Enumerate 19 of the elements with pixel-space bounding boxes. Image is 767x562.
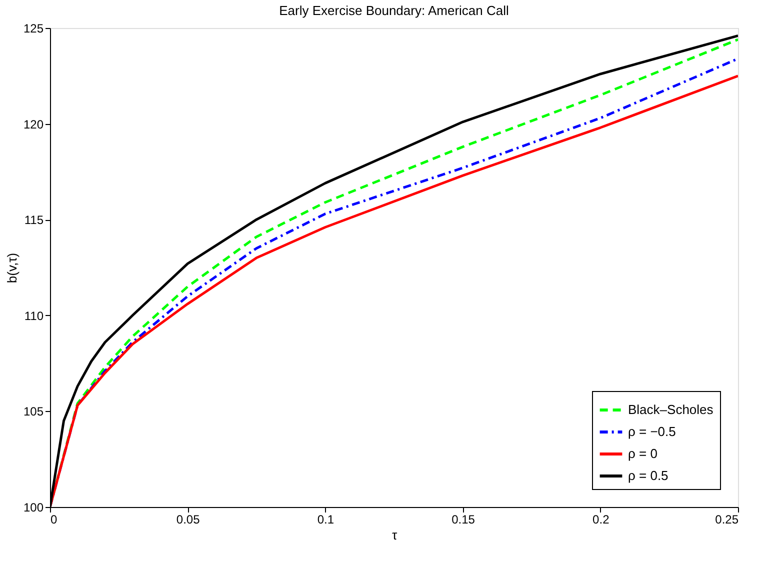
- y-tick-label: 110: [24, 308, 44, 323]
- legend-label: ρ = 0: [628, 446, 658, 461]
- x-tick-label: 0.25: [715, 512, 739, 526]
- y-tick-label: 125: [23, 22, 44, 36]
- y-tick-label: 105: [23, 404, 44, 419]
- x-tick-label: 0.15: [452, 512, 476, 526]
- x-tick-label: 0: [50, 512, 58, 526]
- x-tick-label: 0.05: [176, 512, 200, 526]
- y-tick-label: 120: [23, 117, 44, 132]
- y-axis-title: b(v,τ): [4, 252, 20, 284]
- y-tick-label: 115: [24, 213, 44, 228]
- x-tick-label: 0.1: [317, 512, 334, 526]
- legend-label: Black–Scholes: [628, 402, 714, 417]
- chart-title: Early Exercise Boundary: American Call: [279, 3, 509, 18]
- legend-label: ρ = −0.5: [628, 424, 676, 439]
- legend-label: ρ = 0.5: [628, 468, 668, 483]
- x-axis-title: τ: [392, 528, 398, 542]
- x-tick-label: 0.2: [592, 512, 610, 526]
- y-tick-label: 100: [23, 500, 44, 514]
